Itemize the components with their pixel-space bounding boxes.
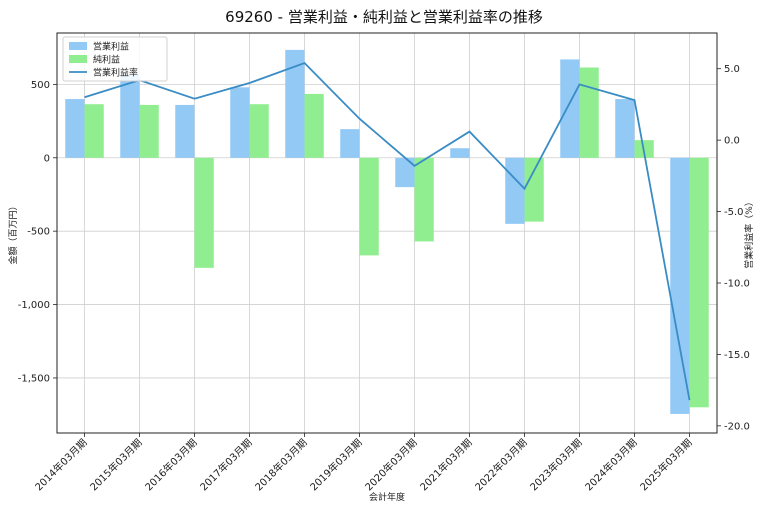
line-series (84, 61, 691, 401)
bar-純利益 (579, 67, 599, 158)
bars (65, 49, 709, 414)
bar-営業利益 (175, 104, 195, 158)
y2-tick-label: -10.0 (724, 279, 750, 290)
y2-tick-label: 5.0 (724, 64, 740, 75)
y-tick-label: 0 (44, 153, 50, 164)
y2-axis-label: 営業利益率（%） (743, 197, 755, 269)
legend-label: 純利益 (93, 54, 120, 66)
bar-純利益 (524, 157, 544, 222)
bar-営業利益 (560, 59, 580, 158)
y2-tick-label: -20.0 (724, 421, 750, 432)
bar-営業利益 (505, 157, 525, 224)
bar-純利益 (139, 104, 159, 158)
x-tick-label: 2025年03月期 (637, 436, 694, 493)
bar-純利益 (359, 157, 379, 256)
y2-axis-ticks: 5.0 0.0 -5.0 -10.0 -15.0 -20.0 (717, 64, 750, 432)
bar-純利益 (249, 104, 269, 158)
x-tick-label: 2014年03月期 (32, 436, 89, 493)
y2-tick-label: -15.0 (724, 350, 750, 361)
bar-営業利益 (120, 74, 140, 158)
y2-tick-label: 0.0 (724, 136, 740, 147)
y-tick-label: -1,000 (18, 300, 50, 311)
bar-純利益 (414, 157, 434, 242)
bar-純利益 (194, 157, 214, 268)
x-tick-label: 2021年03月期 (417, 436, 474, 493)
x-tick-label: 2019年03月期 (307, 436, 364, 493)
x-tick-label: 2024年03月期 (582, 436, 639, 493)
y-axis-ticks: 500 0 -500 -1,000 -1,500 (18, 80, 57, 384)
line-営業利益率 (84, 61, 691, 401)
y-tick-label: -1,500 (18, 373, 50, 384)
bar-営業利益 (615, 99, 635, 158)
legend-swatch (69, 42, 87, 50)
legend-label: 営業利益率 (93, 67, 138, 79)
bar-営業利益 (670, 157, 690, 414)
x-tick-label: 2016年03月期 (142, 436, 199, 493)
legend-swatch (69, 55, 87, 63)
x-axis-ticks: 2014年03月期 2015年03月期 2016年03月期 2017年03月期 2018… (32, 433, 695, 493)
legend-box (62, 36, 168, 82)
legend-label: 営業利益 (93, 41, 129, 53)
bar-営業利益 (450, 148, 470, 158)
bar-純利益 (84, 104, 104, 158)
x-axis-label: 会計年度 (369, 491, 405, 503)
x-tick-label: 2023年03月期 (527, 436, 584, 493)
y-tick-label: 500 (31, 80, 50, 91)
bar-営業利益 (395, 157, 415, 188)
bar-営業利益 (230, 87, 250, 158)
bar-営業利益 (340, 129, 360, 158)
x-tick-label: 2022年03月期 (472, 436, 529, 493)
x-tick-label: 2020年03月期 (362, 436, 419, 493)
x-tick-label: 2017年03月期 (197, 436, 254, 493)
chart-title: 69260 - 営業利益・純利益と営業利益率の推移 (225, 8, 543, 26)
bar-営業利益 (65, 99, 85, 158)
x-tick-label: 2018年03月期 (252, 436, 309, 493)
y2-tick-label: -5.0 (724, 207, 744, 218)
y-tick-label: -500 (27, 227, 50, 238)
x-tick-label: 2015年03月期 (87, 436, 144, 493)
bar-純利益 (304, 93, 324, 158)
grid (57, 33, 717, 433)
bar-純利益 (689, 157, 709, 408)
bar-営業利益 (285, 49, 305, 158)
plot-frame (56, 32, 718, 434)
y-axis-label: 金額（百万円） (7, 201, 19, 264)
